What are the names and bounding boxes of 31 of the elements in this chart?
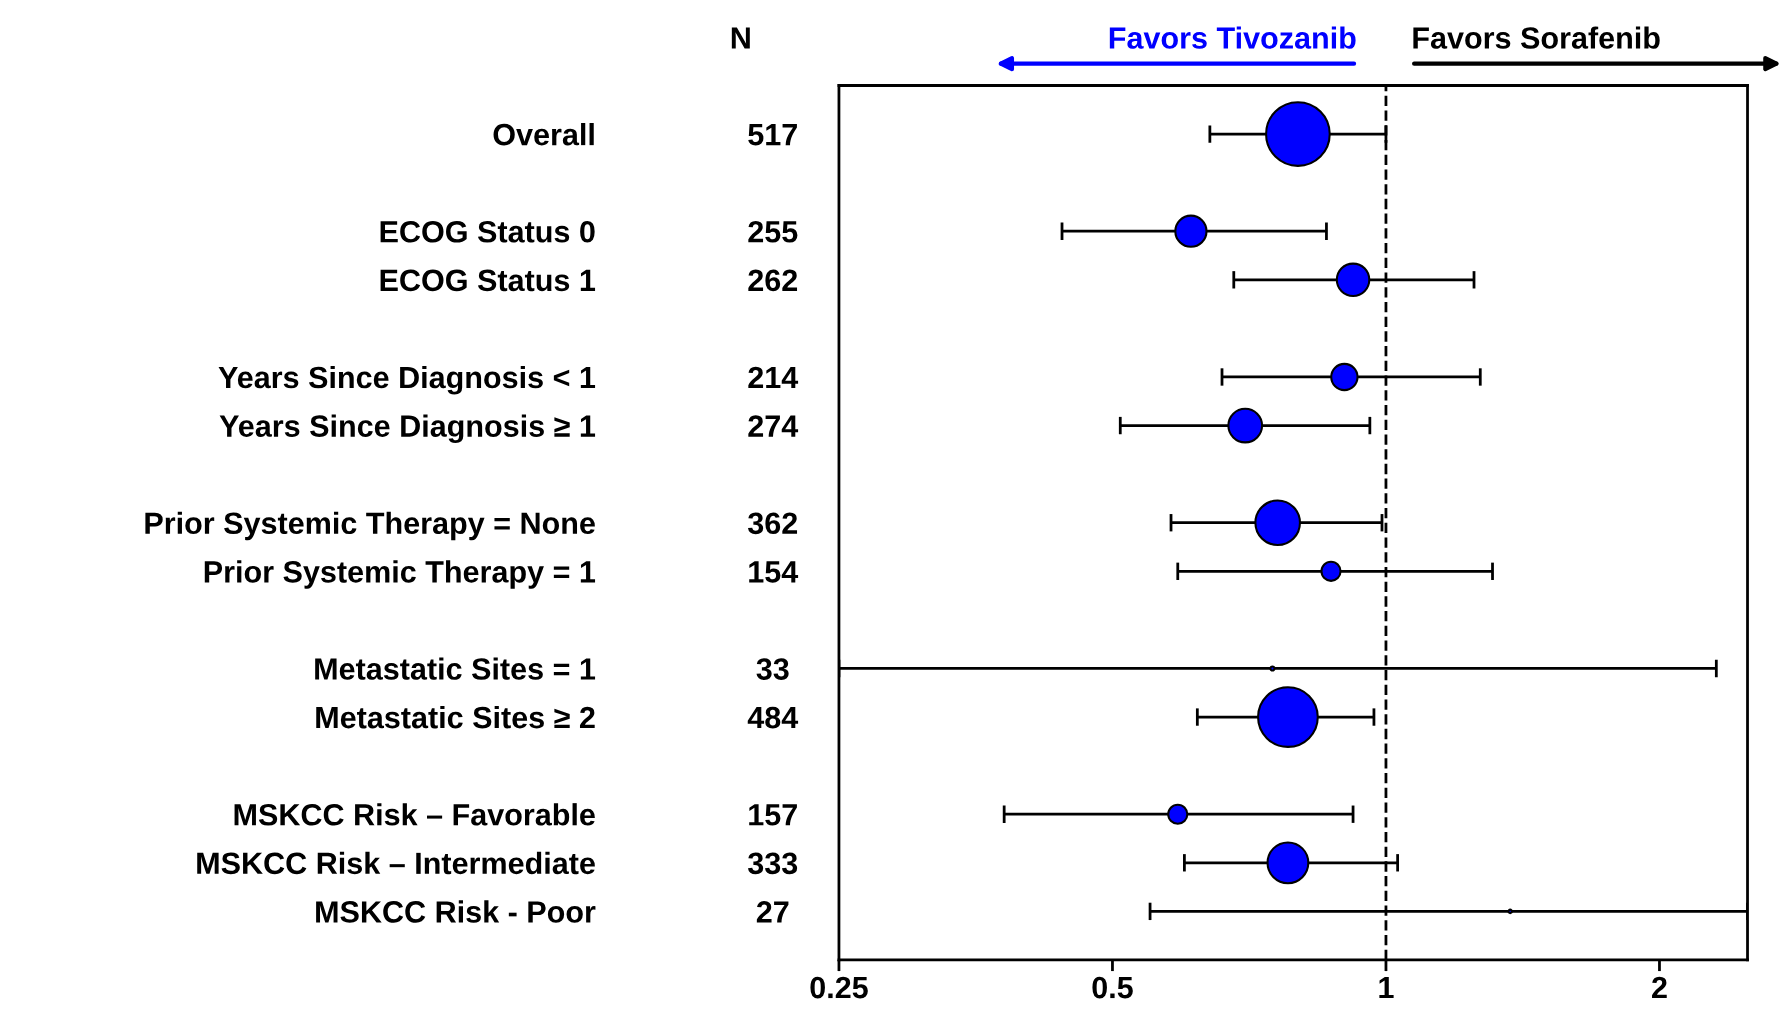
- y2-tick-label: 157: [749, 804, 797, 826]
- y2-axis-title: N: [731, 27, 750, 49]
- y2-tick-label: 27: [756, 901, 789, 923]
- y-tick-label: ECOG Status 1: [380, 269, 596, 292]
- text: Favors Tivozanib: [1109, 26, 1356, 49]
- y-tick-label: Overall: [493, 123, 594, 146]
- y2-tick-label: 484: [747, 706, 799, 729]
- y2-tick-label: 262: [748, 269, 798, 292]
- y2-tick-label: 154: [749, 561, 799, 583]
- y-tick-label: Prior Systemic Therapy = 1: [204, 560, 596, 589]
- y-tick-label: Metastatic Sites = 1: [315, 657, 596, 680]
- y-tick-label: Years Since Diagnosis ≥ 1: [219, 414, 596, 444]
- y2-tick-label: 274: [748, 415, 799, 437]
- y-tick-label: Metastatic Sites ≥ 2: [316, 705, 595, 729]
- y2-tick-label: 255: [748, 220, 798, 243]
- y-tick-label: Years Since Diagnosis < 1: [218, 365, 596, 395]
- y-tick-label: MSKCC Risk - Poor: [316, 900, 596, 923]
- y2-tick-label: 362: [747, 512, 798, 535]
- y-tick-label: Prior Systemic Therapy = None: [145, 511, 595, 541]
- x-tick-label: 0.25: [810, 976, 868, 999]
- text: Favors Sorafenib: [1413, 26, 1660, 49]
- x-tick-label: 0.5: [1092, 976, 1133, 999]
- x-tick-label: 2: [1652, 976, 1667, 999]
- y2-tick-label: 333: [747, 852, 798, 875]
- y-tick-label: MSKCC Risk – Favorable: [234, 803, 595, 826]
- y-tick-label: MSKCC Risk – Intermediate: [197, 851, 595, 875]
- x-tick-label: 1: [1379, 977, 1394, 999]
- y-tick-label: ECOG Status 0: [380, 220, 595, 243]
- y2-tick-label: 214: [748, 366, 799, 389]
- y2-tick-label: 33: [756, 658, 789, 680]
- y2-tick-label: 517: [748, 124, 797, 146]
